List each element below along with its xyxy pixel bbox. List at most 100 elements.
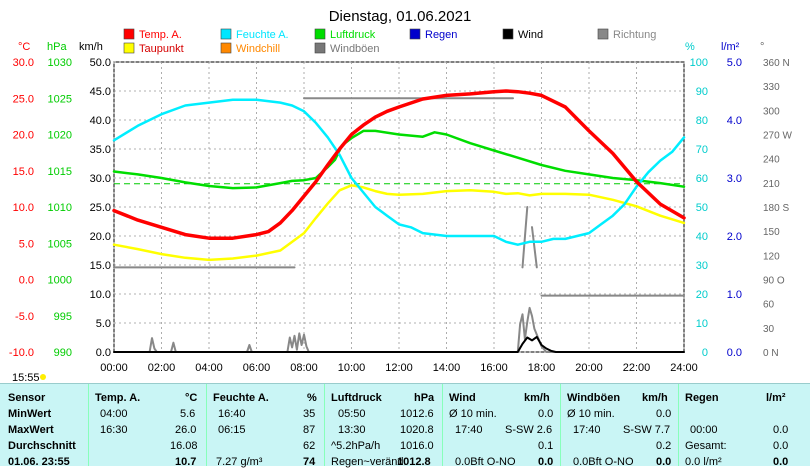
hum-max: 87 [303, 424, 316, 436]
direction-tick-label: 150 [763, 227, 780, 238]
statistics-table: Sensor MinWert MaxWert Durchschnitt 01.0… [0, 383, 810, 468]
rain-tick-label: 1.0 [727, 289, 742, 301]
pressure-tick-label: 1025 [48, 93, 72, 105]
row-label-max: MaxWert [8, 424, 54, 436]
rain-tick-label: 3.0 [727, 173, 742, 185]
table-divider [88, 384, 89, 466]
temp-tick-label: 20.0 [13, 130, 34, 142]
rain-total: 0.0 [773, 440, 789, 452]
series-line-windb-en [113, 306, 685, 353]
rain-max-time: 00:00 [690, 424, 718, 436]
legend-label: Regen [425, 29, 457, 41]
wind-tick-label: 15.0 [90, 260, 111, 272]
press-avg: 1016.0 [400, 440, 434, 452]
temp-tick-label: -10.0 [9, 347, 34, 359]
wind-tick-label: 20.0 [90, 231, 111, 243]
wind-header: Wind [449, 392, 476, 404]
gust-bft: 0.0Bft O-NO [573, 456, 634, 468]
temp-unit: °C [185, 392, 198, 404]
wind-tick-label: 30.0 [90, 173, 111, 185]
temp-tick-label: 30.0 [13, 57, 34, 69]
table-divider [678, 384, 679, 466]
weather-chart: 00:00 02:00 04:00 06:00 08:00 10:00 12:00 14:00… [9, 8, 793, 383]
humidity-tick-label: 80 [696, 115, 708, 127]
legend-swatch [314, 28, 326, 40]
wind-unit: km/h [524, 392, 550, 404]
temp-current: 10.7 [175, 456, 197, 468]
rain-header: Regen [685, 392, 719, 404]
press-max: 1020.8 [400, 424, 434, 436]
gust-min: 0.0 [656, 408, 672, 420]
row-label-sensor: Sensor [8, 392, 46, 404]
hum-header: Feuchte A. [213, 392, 269, 404]
series-line-temp-a [112, 89, 686, 240]
legend-label: Richtung [613, 29, 656, 41]
hum-max-time: 06:15 [218, 424, 246, 436]
temp-tick-label: 5.0 [19, 238, 34, 250]
rain-tick-label: 4.0 [727, 115, 742, 127]
hum-unit: % [307, 392, 317, 404]
humidity-tick-label: 90 [696, 86, 708, 98]
table-divider [442, 384, 443, 466]
wind-min-label: Ø 10 min. [449, 408, 497, 420]
series-line-luftdruck [112, 129, 686, 190]
legend-swatch [409, 28, 421, 40]
series-line-wind [113, 335, 685, 353]
gust-header: Windböen [567, 392, 621, 404]
direction-tick-label: 360 N [763, 58, 790, 69]
direction-tick-label: 180 S [763, 203, 789, 214]
x-tick-label: 06:00 [243, 362, 271, 374]
rain-axis-unit: l/m² [721, 41, 740, 53]
wind-tick-label: 50.0 [90, 57, 111, 69]
gust-unit: km/h [642, 392, 668, 404]
current-time-label: 15:55 [12, 372, 40, 383]
row-label-avg: Durchschnitt [8, 440, 76, 452]
table-divider [206, 384, 207, 466]
gust-max-time: 17:40 [573, 424, 601, 436]
row-label-current: 01.06. 23:55 [8, 456, 70, 468]
rain-current: 0.0 [773, 456, 789, 468]
pressure-tick-label: 1020 [48, 130, 72, 142]
pressure-tick-label: 990 [54, 347, 72, 359]
rain-current-label: 0.0 l/m² [685, 456, 722, 468]
temp-min-time: 04:00 [100, 408, 128, 420]
direction-tick-label: 120 [763, 251, 780, 262]
wind-tick-label: 35.0 [90, 144, 111, 156]
direction-tick-label: 210 [763, 179, 780, 190]
legend-label: Windböen [330, 43, 380, 55]
wind-tick-label: 10.0 [90, 289, 111, 301]
press-min: 1012.6 [400, 408, 434, 420]
table-divider [560, 384, 561, 466]
press-max-time: 13:30 [338, 424, 366, 436]
temp-axis-unit: °C [18, 41, 30, 53]
direction-tick-label: 0 N [763, 348, 779, 359]
direction-axis-unit: ° [760, 41, 764, 53]
wind-max: S-SW 2.6 [505, 424, 553, 436]
x-tick-label: 02:00 [148, 362, 176, 374]
humidity-tick-label: 0 [702, 347, 708, 359]
wind-bft: 0.0Bft O-NO [455, 456, 516, 468]
temp-max: 26.0 [175, 424, 197, 436]
wind-tick-label: 25.0 [90, 202, 111, 214]
rain-max: 0.0 [773, 424, 789, 436]
temp-tick-label: 10.0 [13, 202, 34, 214]
hum-min-time: 16:40 [218, 408, 246, 420]
humidity-tick-label: 60 [696, 173, 708, 185]
x-tick-label: 04:00 [195, 362, 223, 374]
hum-current: 74 [303, 456, 316, 468]
temp-header: Temp. A. [95, 392, 141, 404]
pressure-tick-label: 1000 [48, 275, 72, 287]
wind-tick-label: 0.0 [96, 347, 111, 359]
current-time-dot [40, 374, 46, 380]
legend-label: Feuchte A. [236, 29, 289, 41]
x-tick-label: 14:00 [433, 362, 461, 374]
x-tick-label: 00:00 [100, 362, 128, 374]
direction-tick-label: 300 [763, 106, 780, 117]
legend-label: Temp. A. [139, 29, 182, 41]
humidity-axis-unit: % [685, 41, 695, 53]
wind-min: 0.0 [538, 408, 554, 420]
legend-label: Luftdruck [330, 29, 376, 41]
pressure-tick-label: 1005 [48, 238, 72, 250]
x-tick-label: 22:00 [623, 362, 651, 374]
temp-min: 5.6 [180, 408, 196, 420]
